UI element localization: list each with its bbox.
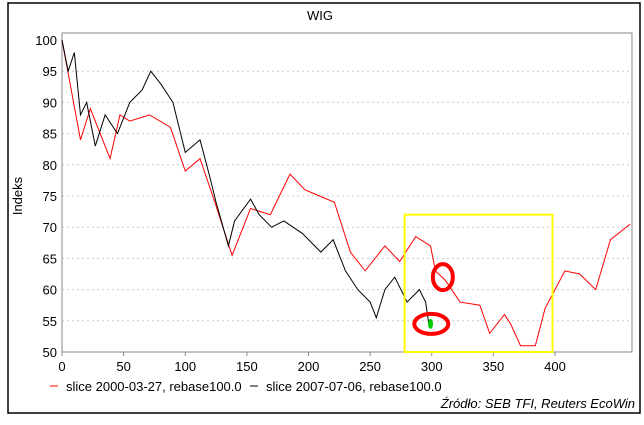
- series-line-2: [61, 39, 430, 328]
- x-tick-label: 200: [298, 359, 320, 374]
- plot-area: [61, 32, 633, 353]
- y-tick-label: 55: [43, 314, 57, 329]
- chart-title: WIG: [307, 8, 333, 23]
- y-tick-label: 95: [43, 64, 57, 79]
- legend-label-2: slice 2007-07-06, rebase100.0: [266, 379, 442, 394]
- y-tick-label: 90: [43, 95, 57, 110]
- x-tick-label: 50: [116, 359, 130, 374]
- y-tick-label: 75: [43, 189, 57, 204]
- x-tick-label: 350: [483, 359, 505, 374]
- source-note: Źródło: SEB TFI, Reuters EcoWin: [440, 396, 635, 411]
- x-tick-label: 400: [544, 359, 566, 374]
- y-tick-label: 65: [43, 251, 57, 266]
- highlight-ellipse: [430, 262, 455, 293]
- highlight-rectangle: [403, 213, 554, 353]
- legend-label-1: slice 2000-03-27, rebase100.0: [66, 379, 242, 394]
- x-tick-label: 150: [236, 359, 258, 374]
- y-tick-label: 50: [43, 345, 57, 360]
- x-tick-label: 0: [58, 359, 65, 374]
- y-tick-label: 80: [43, 158, 57, 173]
- x-tick-label: 250: [359, 359, 381, 374]
- y-tick-label: 85: [43, 127, 57, 142]
- highlight-marker: [428, 318, 434, 329]
- y-axis-label: Indeks: [10, 176, 25, 215]
- series-line-1: [61, 39, 631, 347]
- legend: slice 2000-03-27, rebase100.0 slice 2007…: [50, 379, 442, 394]
- y-tick-label: 60: [43, 283, 57, 298]
- y-tick-label: 70: [43, 220, 57, 235]
- x-tick-label: 300: [421, 359, 443, 374]
- x-tick-label: 100: [174, 359, 196, 374]
- highlight-ellipse: [412, 311, 451, 336]
- y-tick-label: 100: [35, 33, 57, 48]
